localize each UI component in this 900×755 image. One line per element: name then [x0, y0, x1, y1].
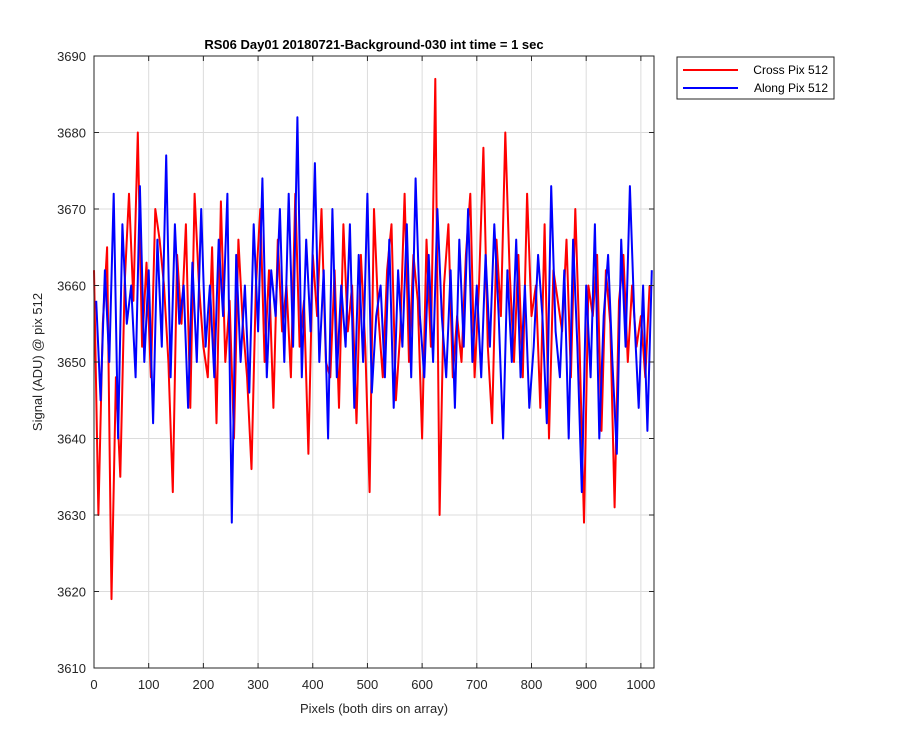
x-tick-label: 900 — [575, 677, 597, 692]
x-tick-label: 0 — [90, 677, 97, 692]
x-tick-label: 700 — [466, 677, 488, 692]
legend-box — [676, 56, 835, 100]
y-tick-label: 3680 — [57, 126, 86, 141]
x-tick-label: 200 — [193, 677, 215, 692]
x-tick-label: 600 — [411, 677, 433, 692]
y-axis-label: Signal (ADU) @ pix 512 — [30, 293, 45, 431]
y-tick-label: 3660 — [57, 279, 86, 294]
series-line-along-pix — [95, 116, 653, 524]
grid — [94, 56, 654, 668]
y-tick-label: 3670 — [57, 202, 86, 217]
series-layer — [93, 77, 653, 601]
y-tick-label: 3610 — [57, 661, 86, 676]
x-tick-label: 100 — [138, 677, 160, 692]
y-tick-label: 3640 — [57, 432, 86, 447]
x-tick-label: 400 — [302, 677, 324, 692]
y-tick-label: 3650 — [57, 355, 86, 370]
x-tick-label: 300 — [247, 677, 269, 692]
y-tick-label: 3630 — [57, 508, 86, 523]
x-tick-label: 1000 — [626, 677, 655, 692]
y-tick-label: 3620 — [57, 585, 86, 600]
x-axis-label: Pixels (both dirs on array) — [300, 701, 448, 716]
legend-label-along-pix: Along Pix 512 — [754, 81, 828, 95]
legend-label-cross-pix: Cross Pix 512 — [753, 63, 828, 77]
ticks: 0 100 200 300 400 500 600 700 800 900 1000 3610 3620… — [57, 49, 655, 692]
x-tick-label: 800 — [521, 677, 543, 692]
chart-title: RS06 Day01 20180721-Background-030 int t… — [204, 37, 543, 52]
y-tick-label: 3690 — [57, 49, 86, 64]
x-tick-label: 500 — [357, 677, 379, 692]
legend[interactable]: Cross Pix 512 Along Pix 512 — [676, 56, 835, 100]
